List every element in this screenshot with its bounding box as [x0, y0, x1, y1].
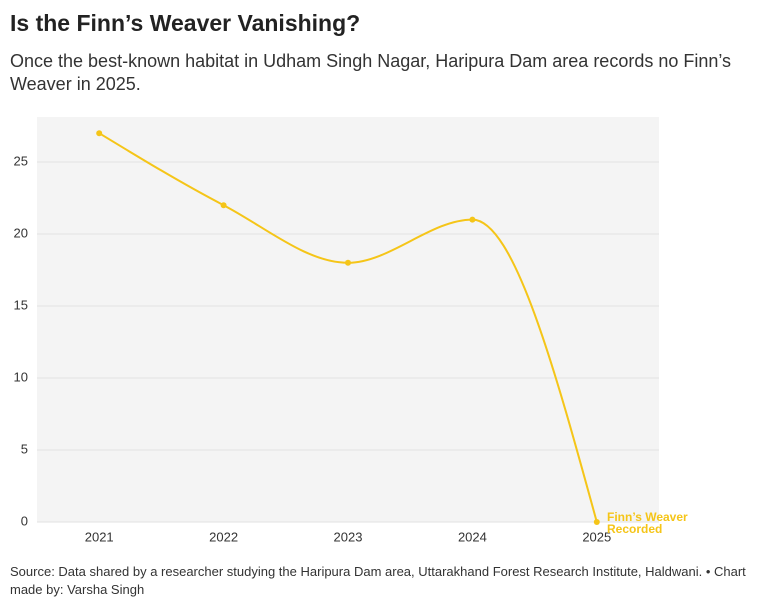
x-tick-label: 2021	[85, 529, 114, 544]
x-tick-label: 2023	[334, 529, 363, 544]
x-tick-label: 2024	[458, 529, 487, 544]
point	[345, 259, 351, 266]
chart-title: Is the Finn’s Weaver Vanishing?	[10, 10, 361, 36]
x-tick-label: 2022	[209, 529, 238, 544]
y-tick-label: 25	[14, 153, 28, 168]
y-tick-label: 0	[21, 513, 28, 528]
point	[469, 216, 476, 223]
line	[98, 132, 598, 523]
y-tick-label: 15	[14, 297, 28, 312]
point	[593, 519, 600, 525]
series-label: Finn’s Weaver Recorded	[607, 510, 688, 536]
y-tick-label: 20	[14, 225, 28, 240]
chart-subtitle: Once the best-known habitat in Udham Sin…	[10, 51, 732, 94]
source-note: Source: Data shared by a researcher stud…	[10, 564, 746, 597]
plot-area	[37, 117, 659, 522]
y-tick-label: 5	[21, 441, 28, 456]
point	[220, 202, 227, 209]
x-tick-label: 2025	[582, 529, 611, 544]
point	[96, 130, 103, 137]
y-tick-label: 10	[14, 369, 28, 384]
